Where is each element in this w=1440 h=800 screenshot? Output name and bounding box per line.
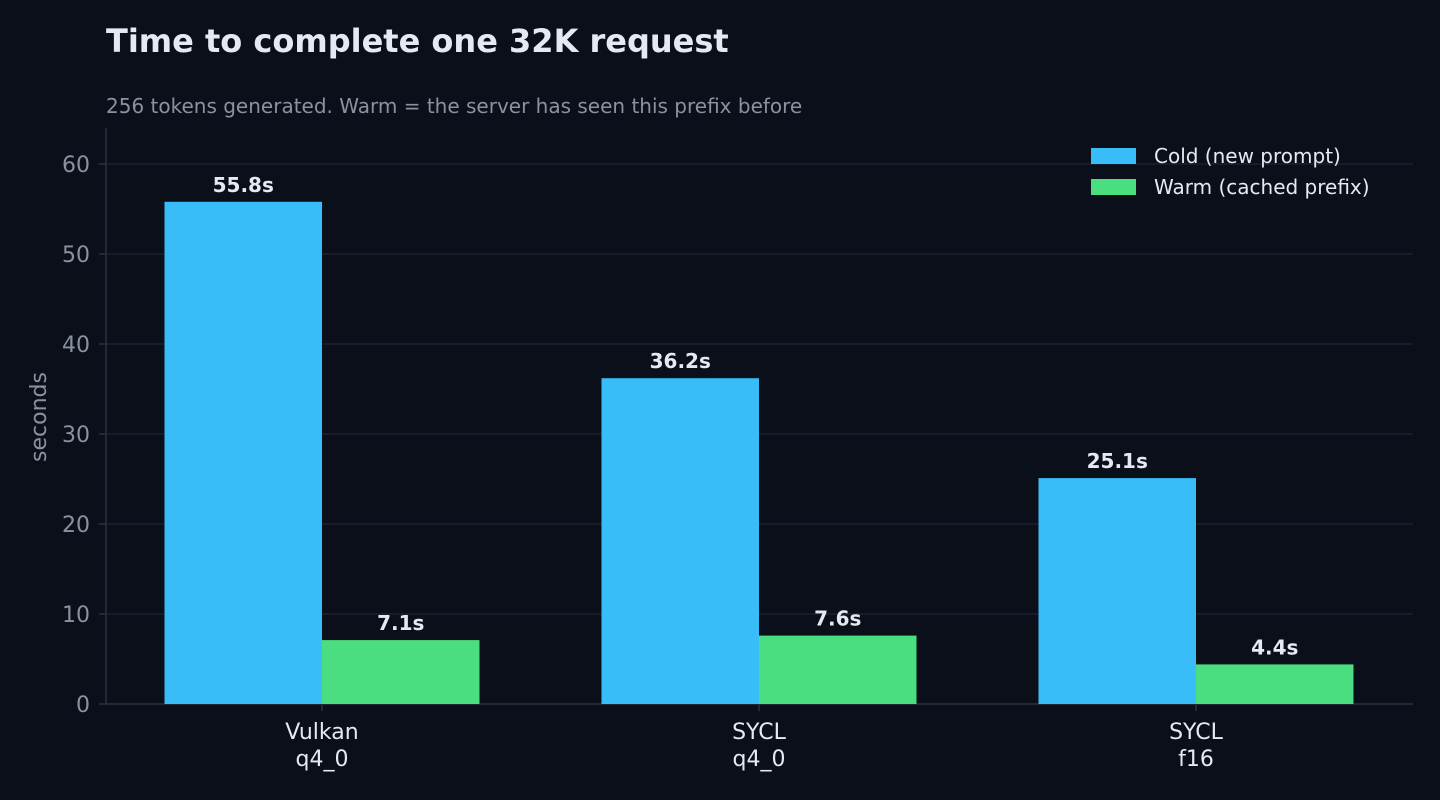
y-tick-label: 10 (62, 603, 90, 628)
x-tick-label-line: Vulkan (285, 720, 358, 745)
bar (322, 640, 480, 704)
legend: Cold (new prompt) Warm (cached prefix) (1091, 144, 1370, 199)
bar-value-label: 25.1s (1087, 449, 1148, 473)
y-tick-label: 20 (62, 513, 90, 538)
y-axis-label: seconds (27, 372, 52, 462)
bar (1196, 664, 1354, 704)
y-tick-label: 40 (62, 333, 90, 358)
bar (759, 635, 917, 704)
legend-label: Warm (cached prefix) (1154, 175, 1370, 199)
x-tick-label: SYCL f16 (1169, 720, 1224, 772)
y-axis-ticks: 0 10 20 30 40 50 60 (62, 153, 106, 718)
legend-swatch (1091, 179, 1136, 195)
bar-value-label: 55.8s (213, 173, 274, 197)
bar-value-label: 36.2s (650, 349, 711, 373)
x-tick-label-line: q4_0 (733, 747, 786, 772)
bar (601, 378, 759, 704)
chart-subtitle: 256 tokens generated. Warm = the server … (106, 94, 802, 118)
legend-swatch (1091, 148, 1136, 164)
x-tick-label: SYCL q4_0 (732, 720, 787, 772)
y-tick-label: 0 (76, 693, 90, 718)
bar-value-label: 4.4s (1251, 635, 1298, 659)
y-tick-label: 60 (62, 153, 90, 178)
bars: 55.8s 7.1s 36.2s 7.6s 25.1s 4.4s (164, 173, 1354, 705)
x-tick-label-line: f16 (1178, 747, 1214, 772)
bar (1038, 478, 1196, 704)
x-tick-label-line: SYCL (1169, 720, 1224, 745)
legend-label: Cold (new prompt) (1154, 144, 1341, 168)
y-tick-label: 30 (62, 423, 90, 448)
x-tick-label: Vulkan q4_0 (285, 720, 358, 772)
x-tick-label-line: q4_0 (296, 747, 349, 772)
chart-title: Time to complete one 32K request (106, 22, 729, 60)
bar-value-label: 7.1s (377, 611, 424, 635)
bar (164, 201, 322, 705)
x-tick-label-line: SYCL (732, 720, 787, 745)
y-tick-label: 50 (62, 243, 90, 268)
bar-value-label: 7.6s (814, 607, 861, 631)
